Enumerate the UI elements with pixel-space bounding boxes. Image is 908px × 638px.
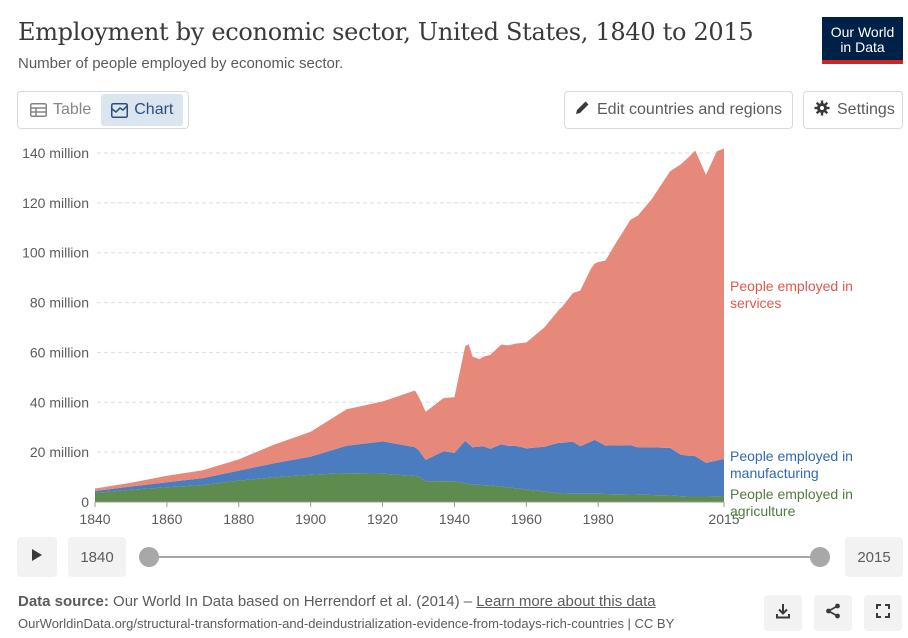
x-tick-label: 1840 — [79, 511, 110, 527]
download-button[interactable] — [764, 595, 802, 631]
source-url: OurWorldinData.org/structural-transforma… — [18, 616, 675, 631]
tab-chart[interactable]: Chart — [101, 94, 184, 126]
play-icon — [31, 548, 43, 567]
settings-label: Settings — [837, 101, 895, 118]
y-tick-label: 80 million — [30, 295, 89, 311]
area-people-employed-in-agriculture[interactable] — [95, 473, 724, 502]
area-people-employed-in-services[interactable] — [95, 148, 724, 492]
edit-countries-button[interactable]: Edit countries and regions — [564, 91, 793, 129]
share-icon — [825, 603, 841, 624]
x-tick-label: 1860 — [151, 511, 182, 527]
series-labels: People employed in agriculture People empl… — [730, 278, 853, 519]
chart-title: Employment by economic sector, United St… — [18, 18, 754, 46]
timeline-start-year[interactable]: 1840 — [68, 537, 126, 577]
y-tick-label: 120 million — [22, 195, 89, 211]
tab-table-label: Table — [53, 101, 92, 118]
x-tick-label: 1880 — [223, 511, 254, 527]
play-button[interactable] — [17, 537, 57, 577]
stacked-area-chart: 0 20 million 40 million 60 million 80 millio… — [22, 145, 853, 527]
data-source: Data source: Our World In Data based on … — [18, 593, 656, 610]
y-axis-ticks: 0 20 million 40 million 60 million 80 millio… — [22, 145, 89, 510]
expand-icon — [876, 603, 890, 623]
chart-subtitle: Number of people employed by economic se… — [18, 55, 344, 72]
x-tick-label: 1980 — [583, 511, 614, 527]
area-chart-icon — [111, 102, 129, 118]
source-text: Our World In Data based on Herrendorf et… — [113, 593, 473, 610]
x-tick-label: 1920 — [367, 511, 398, 527]
area-people-employed-in-manufacturing[interactable] — [95, 439, 724, 497]
x-tick-label: 2015 — [708, 511, 739, 527]
series-label: People employed in agriculture — [730, 486, 853, 519]
y-tick-label: 20 million — [30, 444, 89, 460]
timeline-track[interactable] — [149, 556, 821, 558]
y-tick-label: 100 million — [22, 245, 89, 261]
gear-icon — [814, 100, 830, 121]
source-label: Data source: — [18, 593, 109, 610]
timeline: 1840 2015 — [17, 537, 903, 577]
x-axis: 1840 1860 1880 1900 1920 1940 1960 1980 2015 — [79, 501, 740, 527]
download-icon — [776, 603, 790, 624]
tab-chart-label: Chart — [134, 101, 174, 118]
timeline-start-handle[interactable] — [139, 547, 159, 567]
owid-logo[interactable]: Our World in Data — [822, 17, 903, 64]
timeline-end-year[interactable]: 2015 — [845, 537, 903, 577]
series-label: People employed in services — [730, 278, 853, 311]
table-icon — [30, 103, 47, 117]
share-button[interactable] — [814, 595, 852, 631]
series-label: People employed in manufacturing — [730, 448, 853, 481]
y-tick-label: 0 — [81, 494, 89, 510]
logo-accent-bar — [822, 60, 903, 64]
y-tick-label: 40 million — [30, 394, 89, 410]
x-tick-label: 1900 — [295, 511, 326, 527]
timeline-end-handle[interactable] — [810, 547, 830, 567]
fullscreen-button[interactable] — [864, 595, 902, 631]
x-tick-label: 1960 — [511, 511, 542, 527]
x-tick-label: 1940 — [439, 511, 470, 527]
view-tabs: Table Chart — [17, 91, 189, 129]
tab-table[interactable]: Table — [20, 94, 101, 126]
settings-button[interactable]: Settings — [803, 91, 903, 129]
logo-line-2: in Data — [840, 39, 885, 55]
area-series — [95, 148, 724, 502]
edit-countries-label: Edit countries and regions — [597, 101, 782, 118]
pencil-icon — [575, 100, 590, 120]
learn-more-link[interactable]: Learn more about this data — [476, 593, 656, 610]
y-tick-label: 60 million — [30, 344, 89, 360]
logo-line-1: Our World — [830, 24, 895, 40]
y-tick-label: 140 million — [22, 145, 89, 161]
